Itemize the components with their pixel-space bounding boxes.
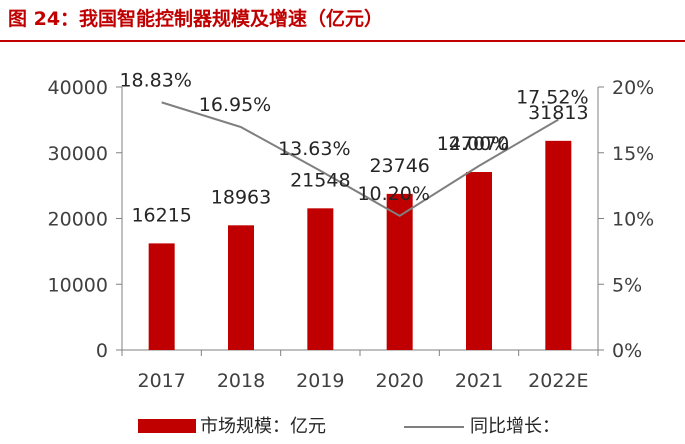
x-axis-tick-label: 2017 [137,370,185,392]
left-axis-tick-label: 30000 [48,143,108,165]
left-axis-tick-label: 20000 [48,209,108,231]
x-axis-tick-label: 2019 [296,370,344,392]
bar-2021 [466,172,492,350]
x-axis-tick-label: 2020 [375,370,423,392]
bar-2017 [148,243,175,350]
bar-value-label: 21548 [290,169,350,191]
figure-title: 图 24：我国智能控制器规模及增速（亿元） [8,8,384,30]
bar-2020 [386,193,413,350]
bar-value-label: 31813 [528,102,588,124]
x-axis-tick-label: 2018 [217,370,265,392]
title-rule [0,40,685,42]
right-axis-tick-label: 20% [612,77,654,99]
bar-2019 [307,208,334,350]
growth-line [161,101,559,218]
bar-value-label: 18963 [211,186,271,208]
line-value-label: 13.63% [278,138,350,160]
bar-2018 [228,225,254,350]
left-axis-tick-label: 0 [96,340,108,362]
x-axis-tick-label: 2022E [528,370,588,392]
bar-2022E [545,140,572,350]
right-axis-tick-label: 15% [612,143,654,165]
legend-bar-label: 市场规模：亿元 [200,416,326,437]
line-value-label: 18.83% [119,69,191,91]
line-value-label: 16.95% [199,94,271,116]
left-axis-tick-label: 40000 [48,77,108,99]
line-value-label: 14.00% [437,133,509,155]
legend-bar-swatch [138,419,196,433]
left-axis-tick-label: 10000 [48,274,108,296]
right-axis-tick-label: 0% [612,340,642,362]
legend-line-label: 同比增长： [470,416,560,437]
right-axis-tick-label: 10% [612,209,654,231]
x-axis-tick-label: 2021 [455,370,503,392]
bar-value-label: 27070 [449,133,509,155]
line-value-label: 17.52% [516,87,588,109]
right-axis-tick-label: 5% [612,274,642,296]
bar-value-label: 23746 [369,155,429,177]
line-value-label: 10.20% [357,183,429,205]
bar-value-label: 16215 [131,204,191,226]
